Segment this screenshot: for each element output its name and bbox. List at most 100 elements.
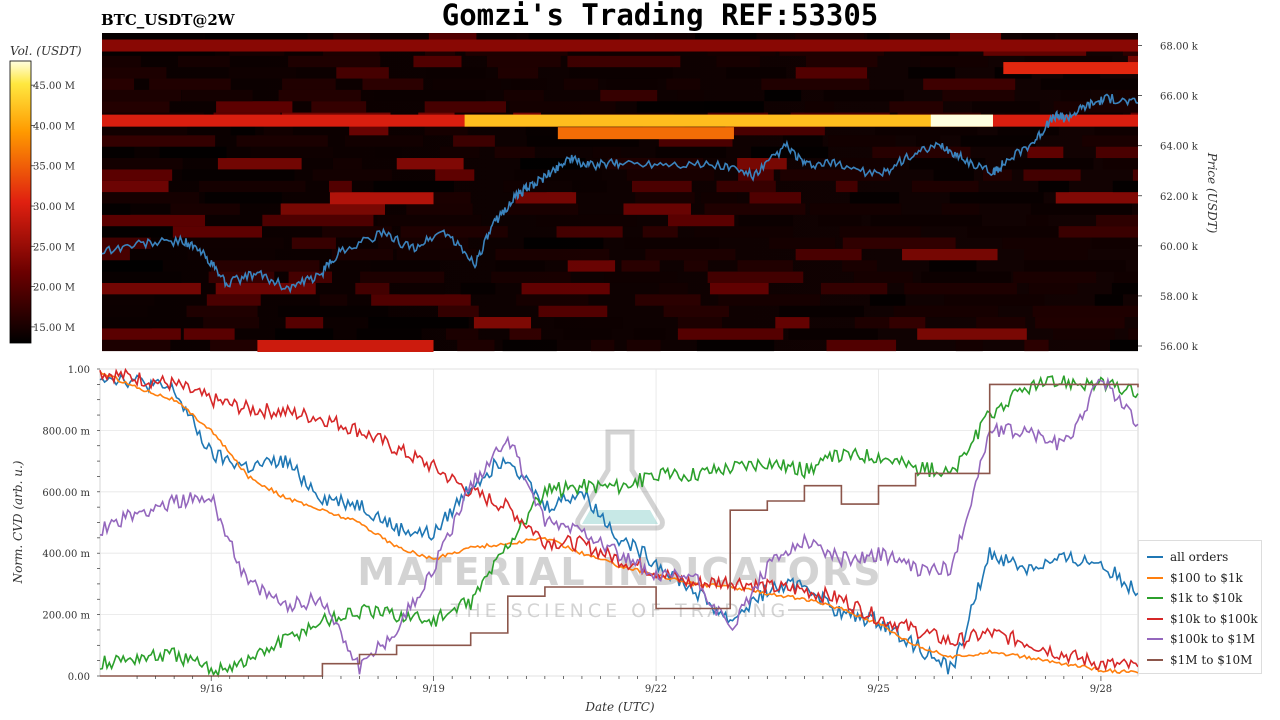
legend-item: $1M to $10M bbox=[1147, 650, 1261, 671]
heatmap-cell bbox=[204, 33, 308, 45]
colorbar-tick-label: 20.00 M bbox=[33, 283, 75, 294]
heatmap-cell bbox=[331, 248, 394, 261]
heatmap-cell bbox=[172, 226, 263, 238]
heatmap-cell bbox=[604, 271, 678, 283]
heatmap-cell bbox=[949, 192, 1044, 204]
cvd-legend: all orders $100 to $1k $1k to $10k $10k to … bbox=[1138, 540, 1262, 674]
heatmap-cell bbox=[426, 67, 486, 79]
heatmap-cell bbox=[677, 328, 784, 340]
heatmap-cell bbox=[700, 192, 738, 204]
heatmap-cell bbox=[635, 192, 695, 204]
heatmap-cell bbox=[288, 55, 381, 68]
legend-item: $10k to $100k bbox=[1147, 609, 1261, 630]
colorbar-label: Vol. (USDT) bbox=[10, 44, 82, 58]
heatmap-cell bbox=[854, 317, 889, 329]
heatmap-cell bbox=[592, 146, 621, 159]
heatmap-cell bbox=[216, 101, 293, 113]
heatmap-cell bbox=[1032, 305, 1138, 318]
heatmap-cell bbox=[707, 271, 804, 283]
heatmap-cell bbox=[509, 328, 542, 340]
heatmap-cell bbox=[181, 89, 253, 102]
cvd-y-tick-label: 400.00 m bbox=[42, 549, 90, 560]
heatmap-cell bbox=[502, 339, 557, 352]
cvd-y-tick-label: 1.00 bbox=[68, 365, 90, 376]
heatmap-cell bbox=[600, 89, 658, 102]
heatmap-cell bbox=[867, 33, 890, 45]
cvd-y-tick-label: 0.00 bbox=[68, 672, 90, 683]
heatmap-cell bbox=[569, 67, 673, 79]
legend-swatch bbox=[1147, 576, 1163, 579]
heatmap-cell bbox=[842, 260, 877, 272]
heatmap-cell bbox=[102, 33, 204, 45]
heatmap-cell bbox=[440, 146, 480, 159]
heatmap-cell bbox=[788, 328, 878, 340]
heatmap-cell bbox=[491, 271, 571, 283]
legend-label: $1M to $10M bbox=[1170, 652, 1253, 667]
heatmap-cell bbox=[413, 55, 462, 68]
heatmap-cell bbox=[738, 169, 774, 181]
heatmap-cell bbox=[941, 203, 980, 215]
heatmap-cell bbox=[1091, 237, 1131, 249]
heatmap-cell bbox=[506, 203, 579, 215]
watermark-tagline: THE SCIENCE OF TRADING bbox=[450, 600, 790, 622]
heatmap-cell bbox=[967, 226, 1058, 238]
heatmap-cell bbox=[329, 180, 352, 193]
heatmap-cell bbox=[944, 294, 1045, 306]
heatmap-cell bbox=[1024, 260, 1126, 272]
heatmap-cell bbox=[1024, 248, 1088, 261]
heatmap-cell bbox=[889, 317, 926, 329]
heatmap-cell bbox=[102, 328, 181, 340]
heatmap-cell bbox=[1024, 339, 1049, 352]
heatmap-cell bbox=[102, 89, 182, 102]
cvd-x-tick-label: 9/16 bbox=[200, 684, 222, 695]
price-tick-label: 56.00 k bbox=[1160, 342, 1199, 353]
heatmap-cell bbox=[511, 78, 547, 90]
heatmap-cell bbox=[655, 146, 727, 159]
heatmap-cell bbox=[102, 248, 130, 261]
heatmap-cell bbox=[809, 203, 902, 215]
heatmap-cell bbox=[503, 89, 544, 102]
heatmap-cell bbox=[716, 55, 760, 68]
heatmap-cell bbox=[526, 135, 639, 147]
heatmap-cell bbox=[1002, 237, 1091, 249]
price-tick-label: 68.00 k bbox=[1160, 42, 1199, 53]
legend-swatch bbox=[1147, 597, 1163, 600]
cvd-x-ticks: 9/16 9/19 9/22 9/25 9/28 bbox=[136, 676, 1112, 695]
heatmap-cell bbox=[623, 203, 691, 215]
heatmap-cell bbox=[1096, 214, 1138, 227]
heatmap-cell bbox=[633, 328, 666, 340]
heatmap-cell bbox=[835, 180, 858, 193]
heatmap-cell bbox=[199, 180, 306, 193]
heatmap-panel bbox=[101, 33, 1139, 352]
colorbar-tick-label: 25.00 M bbox=[33, 242, 75, 253]
heatmap-cell bbox=[1053, 328, 1115, 340]
heatmap-cell bbox=[1110, 339, 1138, 352]
heatmap-cell bbox=[102, 180, 169, 193]
price-tick-label: 60.00 k bbox=[1160, 242, 1199, 253]
heatmap-cell bbox=[400, 226, 508, 238]
colorbar-ticks: 45.00 M 40.00 M 35.00 M 30.00 M 25.00 M 20.00… bbox=[31, 81, 75, 334]
heatmap-cell bbox=[370, 260, 440, 272]
heatmap-cell bbox=[478, 33, 517, 45]
heatmap-cell bbox=[677, 317, 722, 329]
heatmap-cell bbox=[520, 158, 586, 170]
heatmap-cell bbox=[567, 260, 616, 272]
heatmap-cell bbox=[872, 146, 971, 159]
heatmap-cell bbox=[820, 282, 888, 295]
flask-icon bbox=[575, 429, 665, 531]
heatmap-cell bbox=[432, 78, 501, 90]
heatmap-cell bbox=[374, 89, 486, 102]
heatmap-cell bbox=[516, 294, 589, 306]
heatmap-cell bbox=[523, 237, 604, 249]
heatmap-cell bbox=[703, 101, 764, 113]
heatmap-cell bbox=[933, 169, 974, 181]
cvd-series bbox=[99, 367, 1139, 678]
heatmap-cell bbox=[997, 123, 1059, 136]
heatmap-cell bbox=[181, 169, 295, 181]
heatmap-band bbox=[557, 127, 734, 140]
heatmap-cell bbox=[332, 158, 362, 170]
heatmap-cell bbox=[780, 169, 891, 181]
heatmap-cell bbox=[696, 339, 775, 352]
cvd-x-tick-label: 9/19 bbox=[422, 684, 444, 695]
heatmap-cell bbox=[955, 339, 983, 352]
